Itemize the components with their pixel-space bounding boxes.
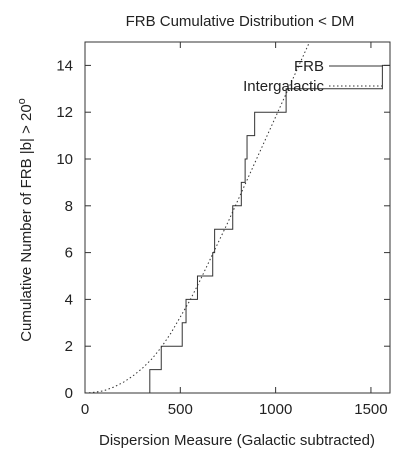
y-tick-label: 2 bbox=[65, 338, 73, 355]
y-axis-ticks: 0 2 4 6 8 10 12 14 bbox=[56, 57, 390, 402]
y-tick-label: 4 bbox=[65, 291, 73, 308]
x-tick-label: 500 bbox=[168, 401, 193, 418]
y-tick-label: 12 bbox=[56, 104, 73, 121]
y-tick-label: 10 bbox=[56, 151, 73, 168]
x-tick-label: 1500 bbox=[354, 401, 387, 418]
y-tick-label: 6 bbox=[65, 245, 73, 262]
y-tick-label: 14 bbox=[56, 57, 73, 74]
legend-label-intergalactic: Intergalactic bbox=[243, 78, 324, 95]
y-tick-label: 0 bbox=[65, 385, 73, 402]
x-tick-label: 1000 bbox=[259, 401, 292, 418]
y-axis-title: Cumulative Number of FRB |b| > 20o bbox=[16, 98, 35, 342]
x-axis-title: Dispersion Measure (Galactic subtracted) bbox=[99, 432, 375, 449]
y-axis-title-main: Cumulative Number of FRB |b| > 20 bbox=[18, 104, 35, 341]
intergalactic-series-line bbox=[84, 41, 310, 394]
plot-frame bbox=[84, 41, 391, 394]
y-tick-label: 8 bbox=[65, 198, 73, 215]
frb-series-line bbox=[85, 64, 390, 394]
y-axis-title-superscript: o bbox=[16, 98, 28, 104]
legend-label-frb: FRB bbox=[294, 58, 324, 75]
x-tick-label: 0 bbox=[81, 401, 89, 418]
legend: FRB Intergalactic bbox=[243, 58, 383, 95]
chart-title: FRB Cumulative Distribution < DM bbox=[126, 13, 355, 30]
x-axis-ticks: 0 500 1000 1500 bbox=[81, 42, 388, 418]
